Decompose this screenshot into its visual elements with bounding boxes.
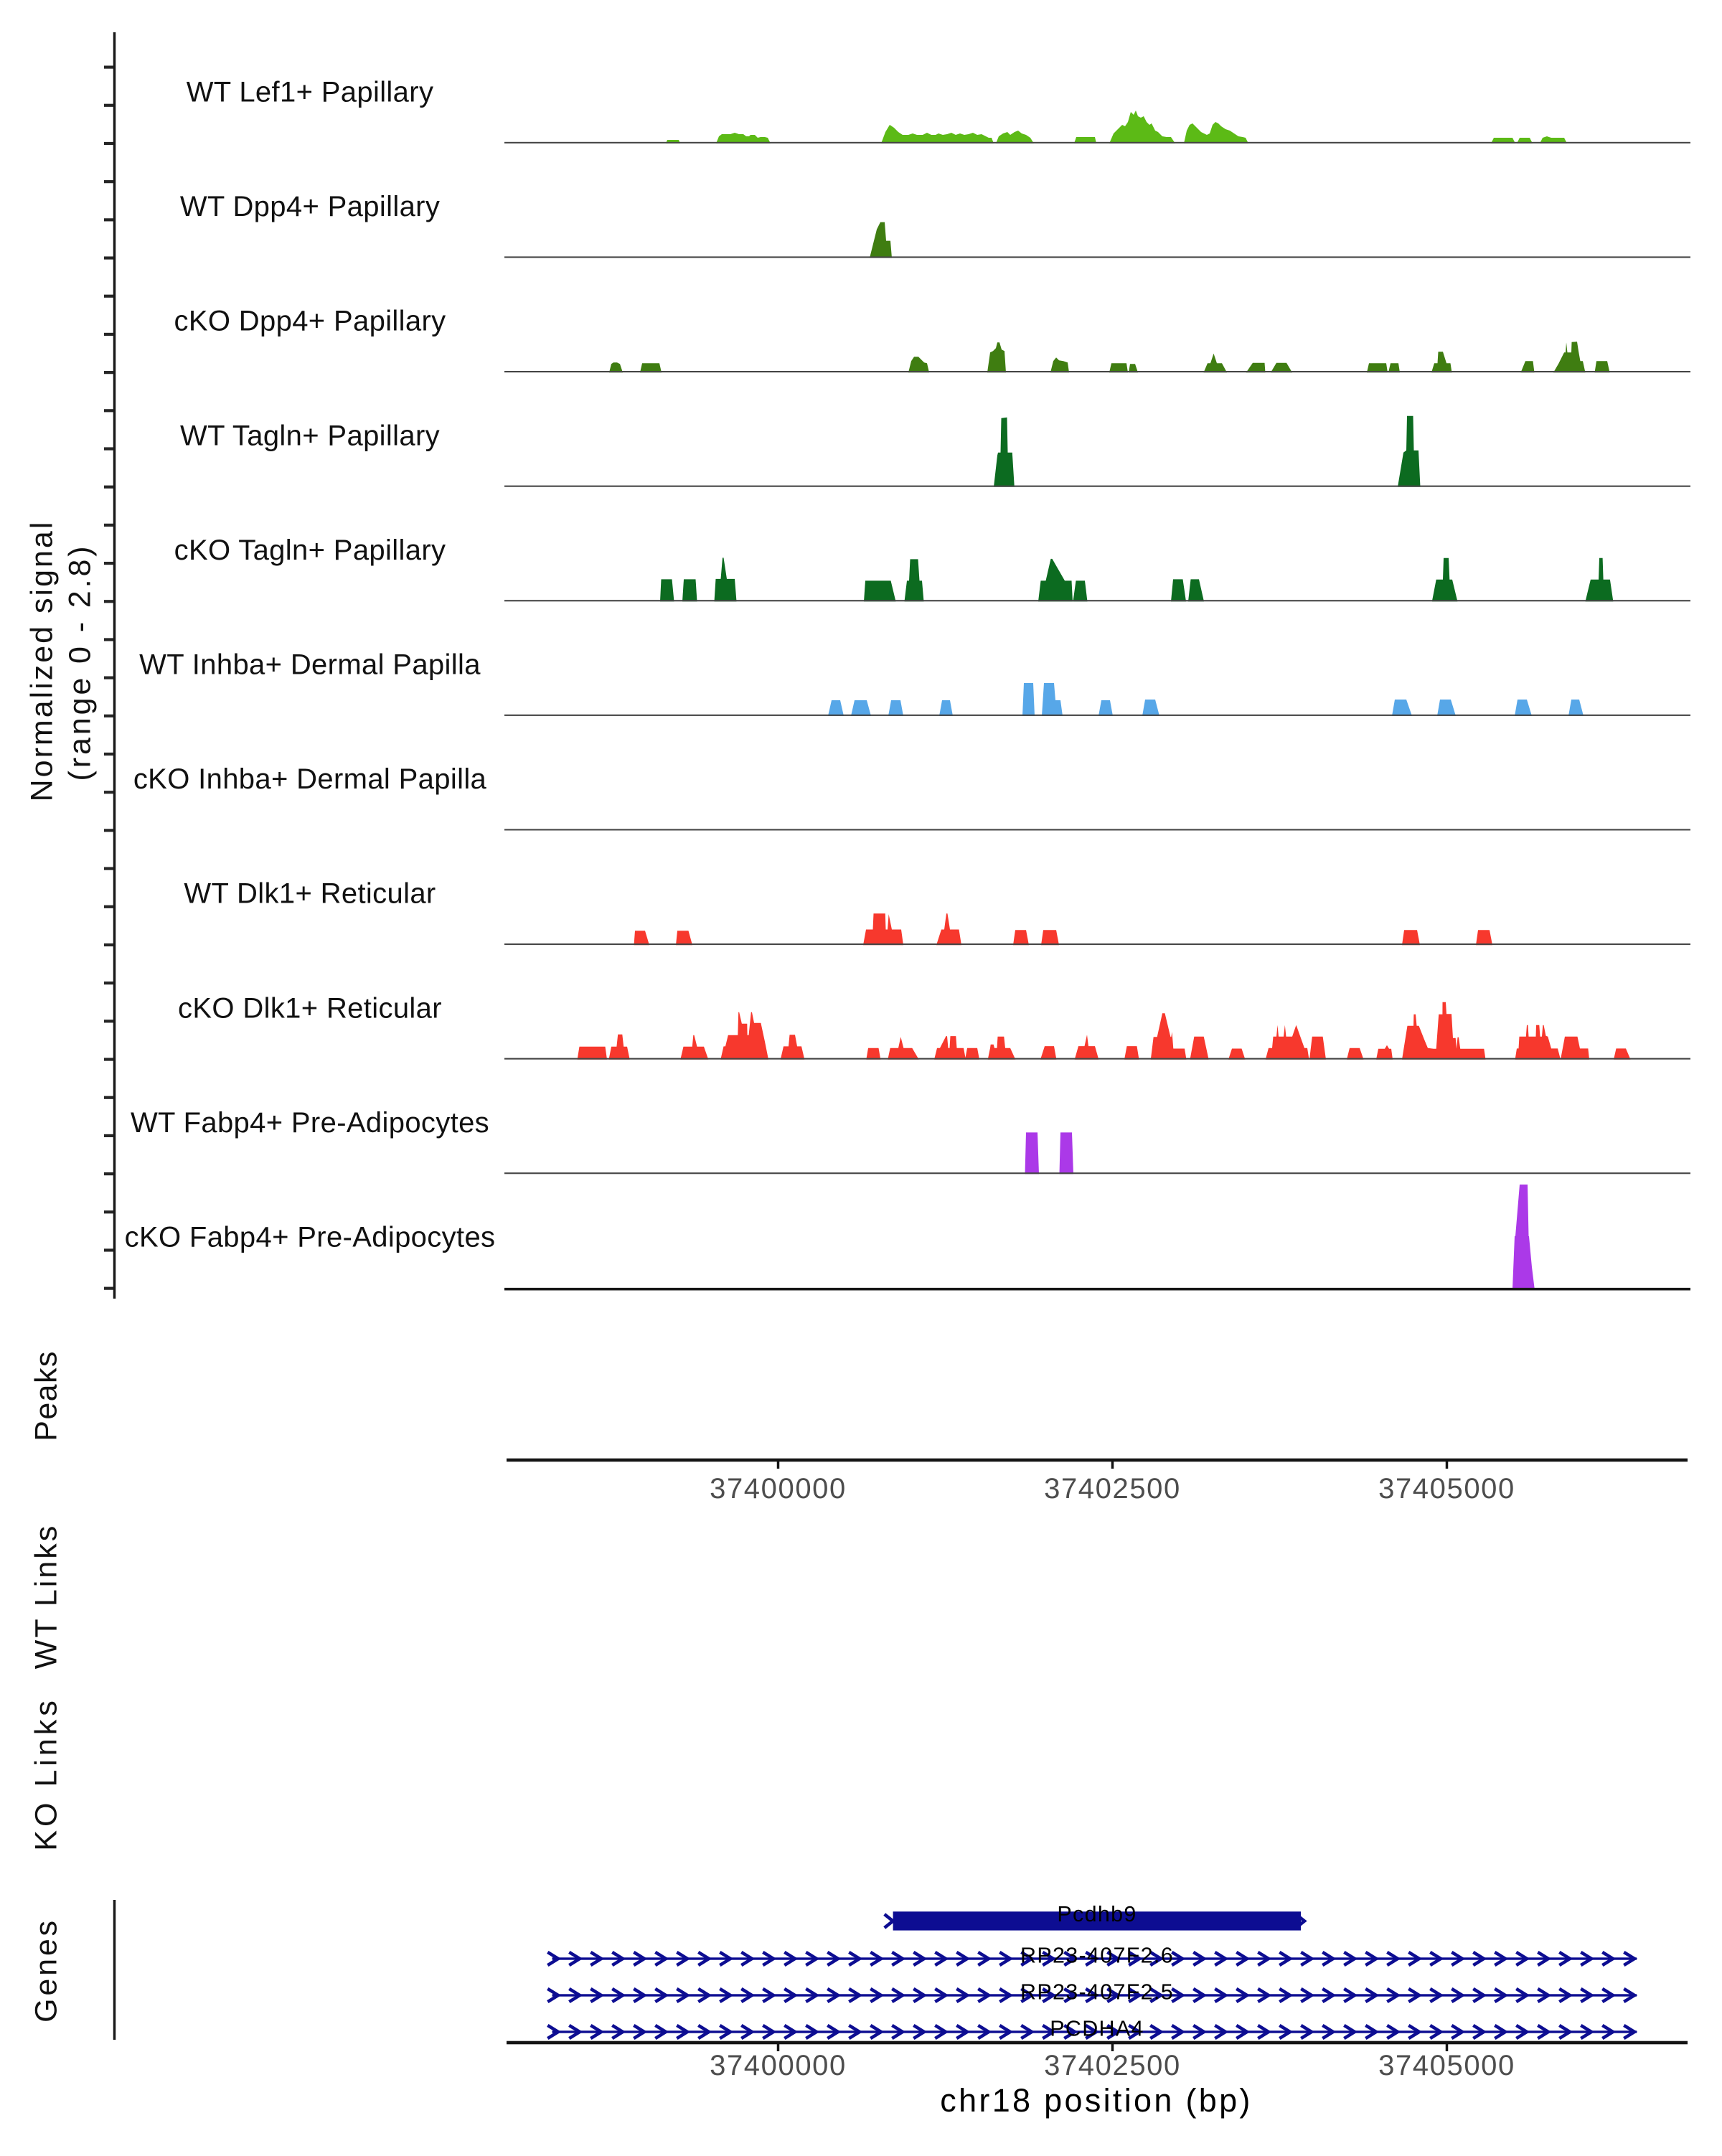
svg-text:37400000: 37400000 <box>710 1473 847 1505</box>
svg-text:KO Links: KO Links <box>29 1697 64 1850</box>
svg-text:WT Dlk1+ Reticular: WT Dlk1+ Reticular <box>184 878 436 910</box>
svg-text:Normalized signal: Normalized signal <box>25 520 60 802</box>
svg-text:chr18 position (bp): chr18 position (bp) <box>940 2082 1252 2119</box>
svg-text:cKO Dpp4+ Papillary: cKO Dpp4+ Papillary <box>174 306 446 337</box>
svg-text:Pcdhb9: Pcdhb9 <box>1057 1902 1137 1926</box>
svg-text:WT Fabp4+ Pre-Adipocytes: WT Fabp4+ Pre-Adipocytes <box>131 1107 489 1139</box>
svg-text:RP23-407F2.6: RP23-407F2.6 <box>1020 1944 1174 1968</box>
svg-text:WT Dpp4+ Papillary: WT Dpp4+ Papillary <box>180 191 440 222</box>
svg-text:cKO Dlk1+ Reticular: cKO Dlk1+ Reticular <box>178 992 442 1024</box>
svg-text:cKO Inhba+ Dermal Papilla: cKO Inhba+ Dermal Papilla <box>133 763 487 795</box>
svg-text:PCDHA4: PCDHA4 <box>1050 2017 1144 2041</box>
svg-text:37405000: 37405000 <box>1378 1473 1515 1505</box>
svg-text:WT Tagln+ Papillary: WT Tagln+ Papillary <box>180 420 440 451</box>
svg-text:37402500: 37402500 <box>1044 1473 1181 1505</box>
svg-text:37400000: 37400000 <box>710 2050 847 2081</box>
svg-text:WT Lef1+ Papillary: WT Lef1+ Papillary <box>187 77 434 108</box>
svg-text:37405000: 37405000 <box>1378 2050 1515 2081</box>
svg-text:cKO Fabp4+ Pre-Adipocytes: cKO Fabp4+ Pre-Adipocytes <box>125 1222 496 1253</box>
svg-text:(range 0 - 2.8): (range 0 - 2.8) <box>63 544 98 781</box>
svg-text:Peaks: Peaks <box>29 1350 64 1441</box>
svg-text:RP23-407F2.5: RP23-407F2.5 <box>1020 1980 1174 2005</box>
svg-text:cKO Tagln+ Papillary: cKO Tagln+ Papillary <box>174 535 446 566</box>
svg-text:WT Inhba+ Dermal Papilla: WT Inhba+ Dermal Papilla <box>139 649 481 681</box>
svg-text:37402500: 37402500 <box>1044 2050 1181 2081</box>
svg-text:WT Links: WT Links <box>29 1524 64 1669</box>
svg-text:Genes: Genes <box>29 1918 64 2023</box>
